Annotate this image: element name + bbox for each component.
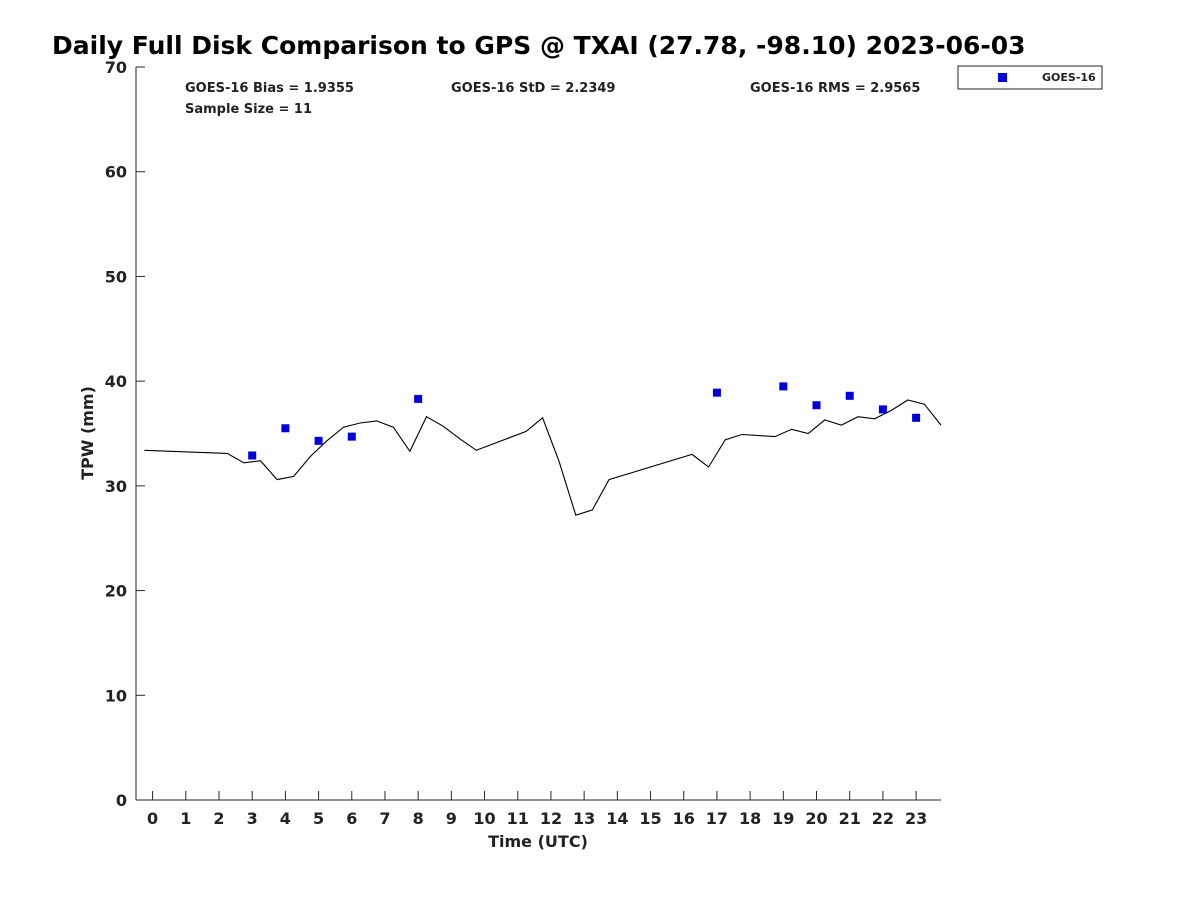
goes16-data-point: [248, 451, 257, 460]
y-axis-title: TPW (mm): [78, 386, 97, 480]
plot-area: 0 1 2 3 4 5 6 7 8 9 10 11 12 13 14 15 16 17 18 19 20 21 22 23 0…: [105, 58, 942, 828]
x-tick-label: 5: [313, 809, 324, 828]
goes16-scatter-series: [248, 382, 921, 460]
x-tick-label: 15: [639, 809, 661, 828]
goes16-data-point: [812, 401, 821, 410]
y-tick-label: 30: [105, 477, 127, 496]
goes16-data-point: [347, 432, 356, 441]
x-tick-label: 21: [839, 809, 861, 828]
stat-rms: GOES-16 RMS = 2.9565: [750, 81, 920, 96]
y-tick-label: 50: [105, 267, 127, 286]
y-tick-label: 0: [116, 791, 127, 810]
y-axis-ticks: 0 10 20 30 40 50 60 70: [105, 58, 145, 810]
x-tick-label: 23: [905, 809, 927, 828]
gps-tpw-line: [144, 399, 942, 516]
x-tick-label: 8: [413, 809, 424, 828]
x-tick-label: 0: [147, 809, 158, 828]
x-tick-label: 20: [805, 809, 827, 828]
x-axis-ticks: 0 1 2 3 4 5 6 7 8 9 10 11 12 13 14 15 16 17 18 19 20 21 22 23: [147, 791, 927, 828]
x-tick-label: 6: [346, 809, 357, 828]
y-tick-label: 60: [105, 163, 127, 182]
x-tick-label: 19: [772, 809, 794, 828]
x-tick-label: 18: [739, 809, 761, 828]
goes16-data-point: [281, 424, 290, 433]
x-tick-label: 22: [872, 809, 894, 828]
x-tick-label: 10: [473, 809, 495, 828]
chart-title: Daily Full Disk Comparison to GPS @ TXAI…: [52, 31, 1026, 60]
stat-sample-size: Sample Size = 11: [185, 102, 312, 117]
x-tick-label: 16: [673, 809, 695, 828]
x-tick-label: 7: [379, 809, 390, 828]
legend-label-goes16: GOES-16: [1042, 71, 1096, 84]
x-tick-label: 9: [446, 809, 457, 828]
x-tick-label: 13: [573, 809, 595, 828]
x-tick-label: 2: [213, 809, 224, 828]
goes16-data-point: [414, 394, 423, 403]
goes16-data-point: [314, 436, 323, 445]
legend-box: [957, 65, 1103, 90]
gps-line-series: [144, 399, 942, 516]
stat-bias: GOES-16 Bias = 1.9355: [185, 81, 354, 96]
x-tick-label: 17: [706, 809, 728, 828]
goes16-data-point: [878, 405, 887, 414]
goes16-data-point: [912, 413, 921, 422]
x-tick-label: 1: [180, 809, 191, 828]
stat-std: GOES-16 StD = 2.2349: [451, 81, 615, 96]
goes16-data-point: [712, 388, 721, 397]
legend: GOES-16: [957, 65, 1103, 90]
y-tick-label: 20: [105, 582, 127, 601]
x-tick-label: 11: [507, 809, 529, 828]
x-axis-title: Time (UTC): [488, 832, 588, 851]
goes16-data-point: [845, 391, 854, 400]
x-tick-label: 4: [280, 809, 291, 828]
y-tick-label: 70: [105, 58, 127, 77]
x-tick-label: 12: [540, 809, 562, 828]
y-tick-label: 10: [105, 686, 127, 705]
x-tick-label: 3: [247, 809, 258, 828]
y-tick-label: 40: [105, 372, 127, 391]
x-tick-label: 14: [606, 809, 628, 828]
legend-marker-goes16: [998, 73, 1007, 82]
goes16-data-point: [779, 382, 788, 391]
